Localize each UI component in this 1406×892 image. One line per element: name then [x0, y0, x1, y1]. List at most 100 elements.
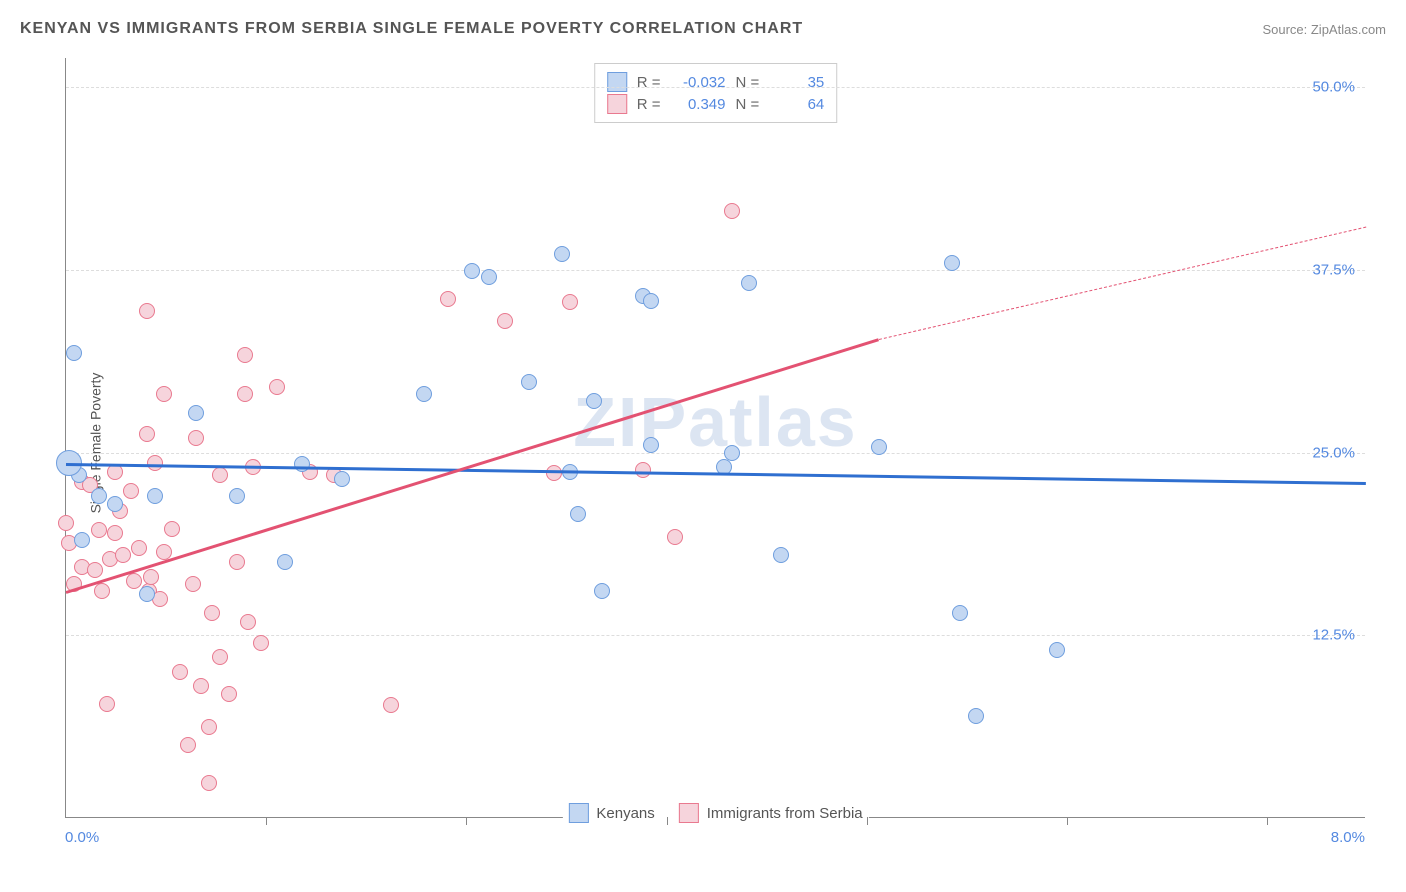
scatter-point — [143, 569, 159, 585]
n-value-b: 64 — [769, 96, 824, 113]
scatter-point — [968, 708, 984, 724]
scatter-point — [115, 547, 131, 563]
r-value-b: 0.349 — [671, 96, 726, 113]
scatter-point — [741, 275, 757, 291]
legend-swatch-a-icon — [568, 803, 588, 823]
scatter-point — [521, 374, 537, 390]
scatter-point — [188, 430, 204, 446]
x-tick-mark — [1267, 817, 1268, 825]
scatter-point — [126, 573, 142, 589]
legend-item-b: Immigrants from Serbia — [679, 803, 863, 823]
scatter-point — [497, 313, 513, 329]
scatter-point — [147, 455, 163, 471]
scatter-point — [635, 462, 651, 478]
x-max-label: 8.0% — [1331, 829, 1365, 846]
scatter-point — [212, 649, 228, 665]
scatter-point — [139, 303, 155, 319]
y-tick-label: 37.5% — [1312, 261, 1355, 278]
source-attribution: Source: ZipAtlas.com — [1262, 22, 1386, 37]
scatter-point — [212, 467, 228, 483]
scatter-point — [440, 291, 456, 307]
scatter-point — [253, 635, 269, 651]
legend-row-series-b: R = 0.349 N = 64 — [607, 94, 825, 114]
scatter-point — [237, 386, 253, 402]
scatter-point — [139, 426, 155, 442]
scatter-point — [383, 697, 399, 713]
scatter-point — [147, 488, 163, 504]
gridline-h — [66, 87, 1365, 88]
scatter-point — [1049, 642, 1065, 658]
x-tick-mark — [466, 817, 467, 825]
legend-label-b: Immigrants from Serbia — [707, 805, 863, 822]
scatter-point — [643, 437, 659, 453]
scatter-point — [240, 614, 256, 630]
x-tick-mark — [266, 817, 267, 825]
scatter-point — [107, 525, 123, 541]
scatter-point — [221, 686, 237, 702]
x-tick-mark — [1067, 817, 1068, 825]
scatter-point — [773, 547, 789, 563]
header-row: KENYAN VS IMMIGRANTS FROM SERBIA SINGLE … — [20, 20, 1386, 38]
legend-row-series-a: R = -0.032 N = 35 — [607, 72, 825, 92]
scatter-point — [123, 483, 139, 499]
scatter-point — [724, 445, 740, 461]
scatter-point — [193, 678, 209, 694]
scatter-point — [87, 562, 103, 578]
scatter-point — [58, 515, 74, 531]
scatter-point — [201, 775, 217, 791]
x-tick-mark — [667, 817, 668, 825]
scatter-point — [229, 554, 245, 570]
scatter-point — [643, 293, 659, 309]
scatter-point — [416, 386, 432, 402]
scatter-point — [294, 456, 310, 472]
y-tick-label: 12.5% — [1312, 627, 1355, 644]
scatter-point — [269, 379, 285, 395]
scatter-point — [91, 522, 107, 538]
trendline-dashed — [878, 226, 1366, 340]
scatter-point — [570, 506, 586, 522]
scatter-point — [237, 347, 253, 363]
y-tick-label: 50.0% — [1312, 79, 1355, 96]
stats-legend-box: R = -0.032 N = 35 R = 0.349 N = 64 — [594, 63, 838, 123]
legend-item-a: Kenyans — [568, 803, 654, 823]
scatter-point — [91, 488, 107, 504]
n-label: N = — [736, 96, 760, 113]
scatter-point — [277, 554, 293, 570]
scatter-point — [94, 583, 110, 599]
scatter-point — [185, 576, 201, 592]
scatter-point — [871, 439, 887, 455]
chart-container: Single Female Poverty ZIPatlas R = -0.03… — [20, 48, 1380, 838]
scatter-point — [131, 540, 147, 556]
scatter-point — [66, 345, 82, 361]
legend-label-a: Kenyans — [596, 805, 654, 822]
x-tick-mark — [867, 817, 868, 825]
scatter-point — [156, 386, 172, 402]
scatter-point — [594, 583, 610, 599]
scatter-point — [180, 737, 196, 753]
scatter-point — [334, 471, 350, 487]
scatter-point — [99, 696, 115, 712]
scatter-point — [667, 529, 683, 545]
x-min-label: 0.0% — [65, 829, 99, 846]
scatter-point — [172, 664, 188, 680]
scatter-point — [586, 393, 602, 409]
gridline-h — [66, 453, 1365, 454]
scatter-point — [481, 269, 497, 285]
scatter-point — [952, 605, 968, 621]
legend-swatch-b — [607, 94, 627, 114]
legend-swatch-a — [607, 72, 627, 92]
plot-area: ZIPatlas R = -0.032 N = 35 R = 0.349 N =… — [65, 58, 1365, 818]
legend-swatch-b-icon — [679, 803, 699, 823]
r-label: R = — [637, 96, 661, 113]
scatter-point — [139, 586, 155, 602]
y-tick-label: 25.0% — [1312, 444, 1355, 461]
scatter-point — [464, 263, 480, 279]
scatter-point — [554, 246, 570, 262]
scatter-point — [201, 719, 217, 735]
scatter-point — [74, 532, 90, 548]
series-legend: Kenyans Immigrants from Serbia — [562, 803, 868, 823]
scatter-point — [724, 203, 740, 219]
scatter-point — [164, 521, 180, 537]
scatter-point — [107, 496, 123, 512]
scatter-point — [229, 488, 245, 504]
